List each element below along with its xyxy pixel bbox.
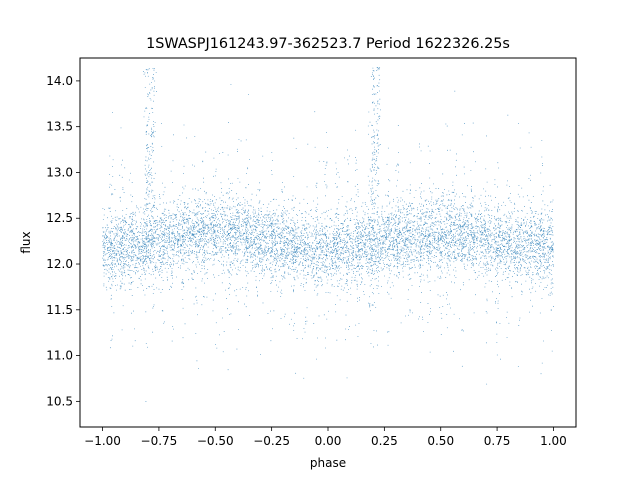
y-tick-label: 12.0 [46, 257, 73, 271]
y-axis-label: flux [19, 231, 33, 253]
x-tick-label: −0.50 [197, 434, 234, 448]
x-axis-ticks: −1.00 −0.75 −0.50 −0.25 0.00 0.25 0.50 0.75 1.00 [84, 427, 567, 448]
scatter-points [102, 67, 554, 402]
x-tick-label: 0.00 [315, 434, 342, 448]
x-tick-label: −0.75 [141, 434, 178, 448]
x-tick-label: −0.25 [253, 434, 290, 448]
chart-title: 1SWASPJ161243.97-362523.7 Period 1622326… [146, 36, 510, 52]
x-tick-label: 0.50 [427, 434, 454, 448]
y-tick-label: 10.5 [46, 394, 73, 408]
y-tick-label: 12.5 [46, 211, 73, 225]
x-tick-label: 0.75 [484, 434, 511, 448]
x-axis-label: phase [310, 456, 346, 470]
x-tick-label: −1.00 [84, 434, 121, 448]
y-tick-label: 13.0 [46, 165, 73, 179]
y-tick-label: 13.5 [46, 120, 73, 134]
y-tick-label: 11.0 [46, 349, 73, 363]
y-tick-label: 11.5 [46, 303, 73, 317]
x-tick-label: 1.00 [540, 434, 567, 448]
y-axis-ticks: 10.5 11.0 11.5 12.0 12.5 13.0 13.5 14.0 [46, 74, 80, 408]
y-tick-label: 14.0 [46, 74, 73, 88]
data-point-cloud [102, 67, 554, 402]
x-tick-label: 0.25 [371, 434, 398, 448]
